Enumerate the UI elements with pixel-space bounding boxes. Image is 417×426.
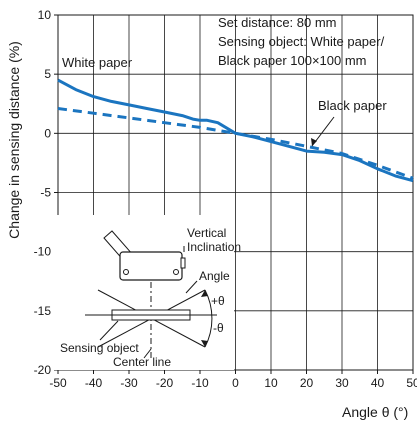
x-tick-label: 40 (371, 376, 385, 390)
series-label-white-paper: White paper (62, 55, 133, 70)
inset-label-angle: Angle (199, 269, 230, 283)
y-tick-label: 0 (44, 126, 51, 140)
x-tick-label: -40 (85, 376, 103, 390)
series-line-white-paper (57, 78, 414, 183)
annotation-line-1: Set distance: 80 mm (218, 15, 337, 30)
sensor-mount-hole-right (173, 269, 179, 275)
x-tick-label: 0 (232, 376, 239, 390)
inset-label-plus-theta: +θ (211, 294, 225, 308)
annotation-line-3: Black paper 100×100 mm (218, 53, 367, 68)
inset-label-vertical: Vertical (187, 226, 226, 240)
y-tick-label: 10 (38, 8, 52, 22)
y-tick-label: -5 (40, 186, 51, 200)
y-tick-label: -15 (34, 304, 52, 318)
inset-label-inclination: Inclination (187, 240, 241, 254)
sensing-object-leader (99, 320, 119, 341)
x-tick-label: 10 (264, 376, 278, 390)
black-paper-leader-arrow (311, 138, 317, 146)
y-tick-label: -20 (34, 363, 52, 377)
x-axis-label: Angle θ (°) (342, 404, 408, 420)
inset-label-sensing-object: Sensing object (60, 341, 139, 355)
sensor-mount-hole-left (123, 269, 129, 275)
annotation-line-2: Sensing object: White paper/ (218, 34, 385, 49)
center-line-leader (143, 348, 152, 359)
x-tick-label: -20 (156, 376, 174, 390)
x-tick-label: 20 (300, 376, 314, 390)
x-tick-label: -50 (49, 376, 67, 390)
series-layer (57, 78, 414, 183)
x-tick-label: 50 (406, 376, 417, 390)
x-tick-label: 30 (335, 376, 349, 390)
x-tick-label: -10 (191, 376, 209, 390)
y-axis-label: Change in sensing distance (%) (6, 41, 22, 239)
angle-arc-arrow-up (201, 290, 208, 297)
axis-ticks: -50 -40 -30 -20 -10 0 10 20 30 40 50-20-15-10-5051… (34, 8, 417, 390)
angle-arc-arrow-down (201, 340, 208, 347)
x-tick-label: -30 (120, 376, 138, 390)
y-tick-label: 5 (44, 67, 51, 81)
sensor-body (119, 251, 183, 281)
sensor-inclination-diagram: Vertical Inclination Angle +θ -θ Sensing… (52, 215, 241, 370)
angle-leader (185, 280, 198, 294)
inset-label-minus-theta: -θ (213, 321, 224, 335)
series-line-black-paper (57, 107, 414, 180)
sensor-lens (180, 257, 186, 269)
y-tick-label: -10 (34, 245, 52, 259)
inset-label-center-line: Center line (113, 355, 171, 369)
series-label-black-paper: Black paper (318, 98, 387, 113)
